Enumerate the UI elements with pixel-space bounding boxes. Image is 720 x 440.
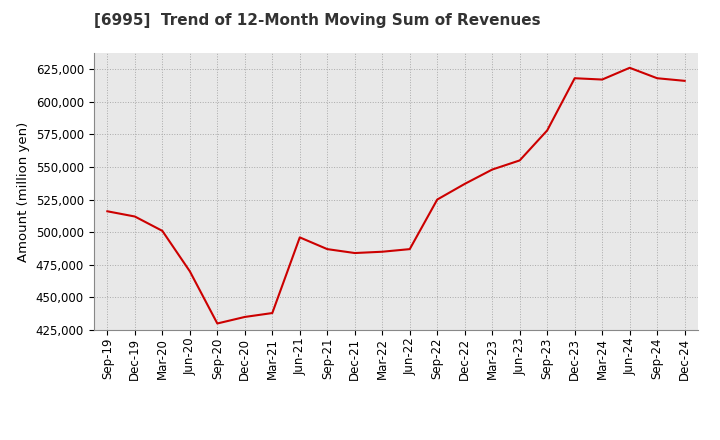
Y-axis label: Amount (million yen): Amount (million yen) [17, 121, 30, 261]
Text: [6995]  Trend of 12-Month Moving Sum of Revenues: [6995] Trend of 12-Month Moving Sum of R… [94, 13, 540, 28]
